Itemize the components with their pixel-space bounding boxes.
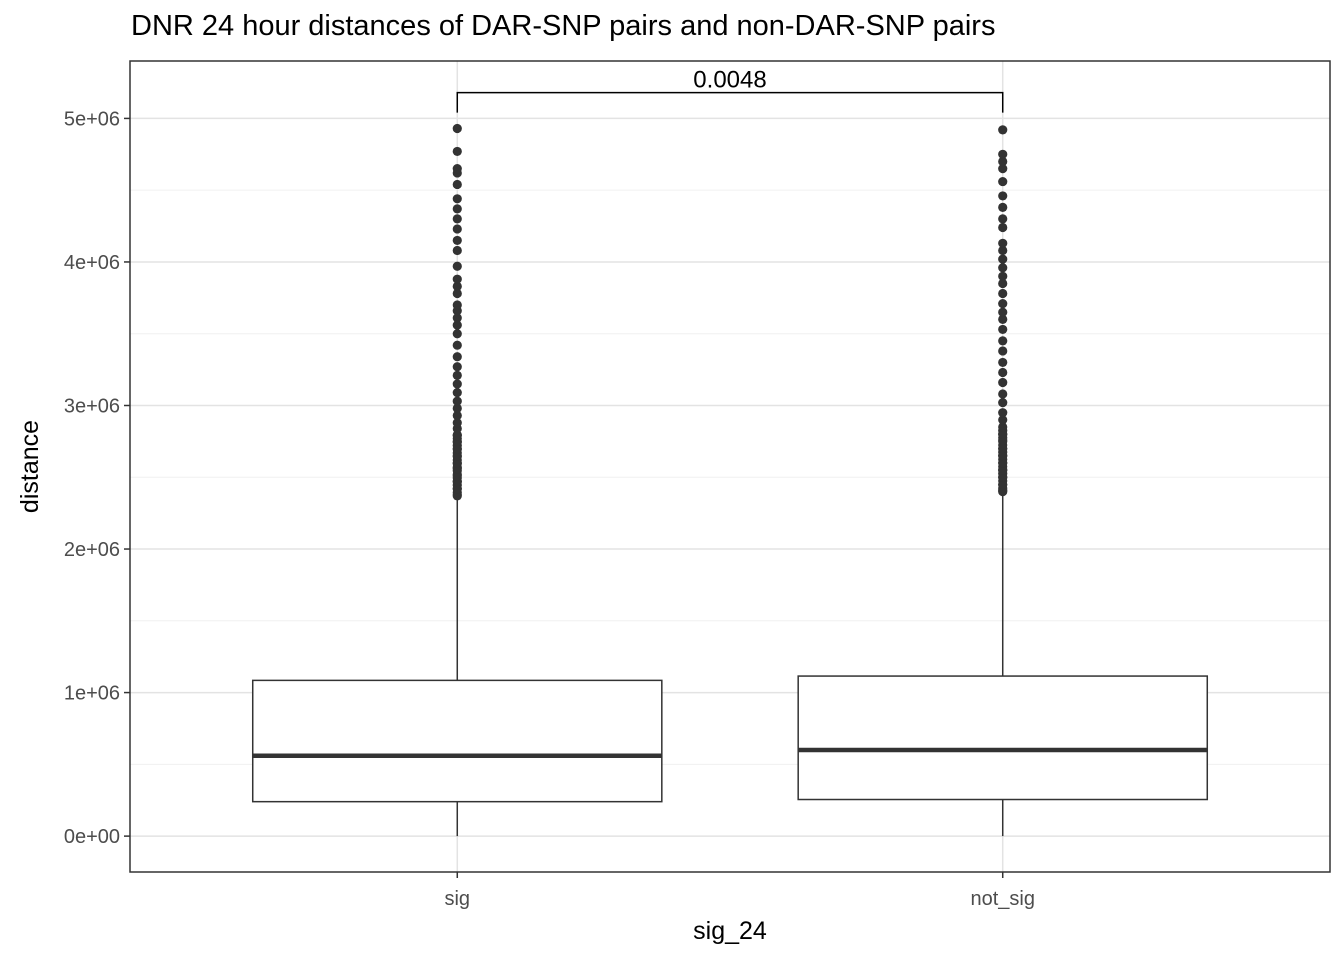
outlier-point bbox=[452, 224, 462, 234]
outlier-point bbox=[452, 443, 462, 454]
outlier-point bbox=[998, 314, 1008, 324]
outlier-point bbox=[998, 367, 1008, 378]
outlier-point bbox=[998, 472, 1008, 482]
y-tick-label: 1e+06 bbox=[64, 683, 120, 705]
outlier-point bbox=[452, 396, 462, 406]
outlier-point bbox=[998, 465, 1008, 475]
outlier-point bbox=[998, 254, 1008, 264]
outlier-point bbox=[452, 261, 462, 271]
outlier-point bbox=[452, 379, 462, 389]
outlier-point bbox=[452, 179, 462, 190]
x-tick-label: not_sig bbox=[970, 888, 1035, 910]
outlier-point bbox=[452, 340, 462, 350]
outlier-point bbox=[452, 431, 462, 441]
y-tick-label: 2e+06 bbox=[64, 539, 120, 561]
outlier-point bbox=[998, 263, 1008, 273]
outlier-point bbox=[452, 214, 462, 224]
outlier-point bbox=[452, 418, 462, 428]
outlier-point bbox=[452, 245, 462, 256]
chart-title: DNR 24 hour distances of DAR-SNP pairs a… bbox=[131, 10, 996, 42]
outlier-point bbox=[998, 271, 1008, 281]
significance-label: 0.0048 bbox=[693, 67, 766, 94]
outlier-point bbox=[452, 235, 462, 246]
y-tick-label: 3e+06 bbox=[64, 395, 120, 417]
outlier-point bbox=[452, 194, 462, 204]
outlier-point bbox=[998, 451, 1008, 461]
outlier-point bbox=[998, 238, 1008, 248]
outlier-point bbox=[998, 288, 1008, 299]
outlier-point bbox=[998, 324, 1008, 335]
outlier-point bbox=[452, 164, 462, 174]
outlier-point bbox=[998, 389, 1008, 399]
outlier-point bbox=[998, 443, 1008, 454]
outlier-point bbox=[998, 429, 1008, 439]
outlier-point bbox=[998, 202, 1008, 213]
outlier-point bbox=[998, 298, 1008, 309]
panel-border bbox=[129, 60, 1331, 873]
outlier-point bbox=[998, 377, 1008, 388]
outlier-point bbox=[998, 149, 1008, 159]
outlier-point bbox=[998, 346, 1008, 356]
outlier-point bbox=[452, 281, 462, 291]
outlier-point bbox=[452, 300, 462, 310]
outlier-point bbox=[452, 451, 462, 461]
outlier-point bbox=[452, 123, 462, 134]
outlier-point bbox=[452, 471, 462, 481]
outlier-point bbox=[998, 222, 1008, 233]
y-tick-label: 5e+06 bbox=[64, 108, 120, 130]
x-tick-label: sig bbox=[444, 888, 470, 910]
outlier-point bbox=[998, 245, 1008, 256]
outlier-point bbox=[452, 329, 462, 339]
outlier-point bbox=[452, 146, 462, 157]
outlier-point bbox=[998, 408, 1008, 418]
outlier-point bbox=[998, 307, 1008, 317]
outlier-point bbox=[452, 288, 462, 299]
outlier-point bbox=[452, 274, 462, 284]
y-tick-label: 0e+00 bbox=[64, 826, 120, 848]
box bbox=[251, 679, 663, 803]
outlier-point bbox=[452, 313, 462, 323]
x-axis-title: sig_24 bbox=[693, 917, 767, 945]
outlier-point bbox=[452, 410, 462, 421]
outlier-point bbox=[998, 422, 1008, 432]
outlier-point bbox=[452, 204, 462, 214]
outlier-point bbox=[452, 387, 462, 398]
outlier-point bbox=[998, 191, 1008, 201]
outlier-point bbox=[452, 320, 462, 330]
y-axis-title: distance bbox=[16, 420, 44, 513]
outlier-point bbox=[998, 278, 1008, 289]
outlier-point bbox=[452, 484, 462, 494]
outlier-point bbox=[998, 458, 1008, 468]
outlier-point bbox=[998, 164, 1008, 174]
outlier-point bbox=[452, 352, 462, 362]
outlier-point bbox=[452, 362, 462, 372]
outlier-point bbox=[998, 357, 1008, 368]
outlier-point bbox=[998, 176, 1008, 187]
outlier-point bbox=[998, 398, 1008, 408]
outlier-point bbox=[998, 415, 1008, 425]
y-tick-label: 4e+06 bbox=[64, 252, 120, 274]
outlier-point bbox=[452, 403, 462, 413]
significance-bracket bbox=[456, 91, 1004, 113]
outlier-point bbox=[452, 370, 462, 380]
outlier-point bbox=[998, 214, 1008, 224]
outlier-point bbox=[452, 458, 462, 468]
outlier-point bbox=[998, 336, 1008, 346]
box bbox=[797, 675, 1209, 801]
outlier-point bbox=[998, 479, 1008, 490]
outlier-point bbox=[998, 125, 1008, 135]
outlier-point bbox=[998, 156, 1008, 167]
